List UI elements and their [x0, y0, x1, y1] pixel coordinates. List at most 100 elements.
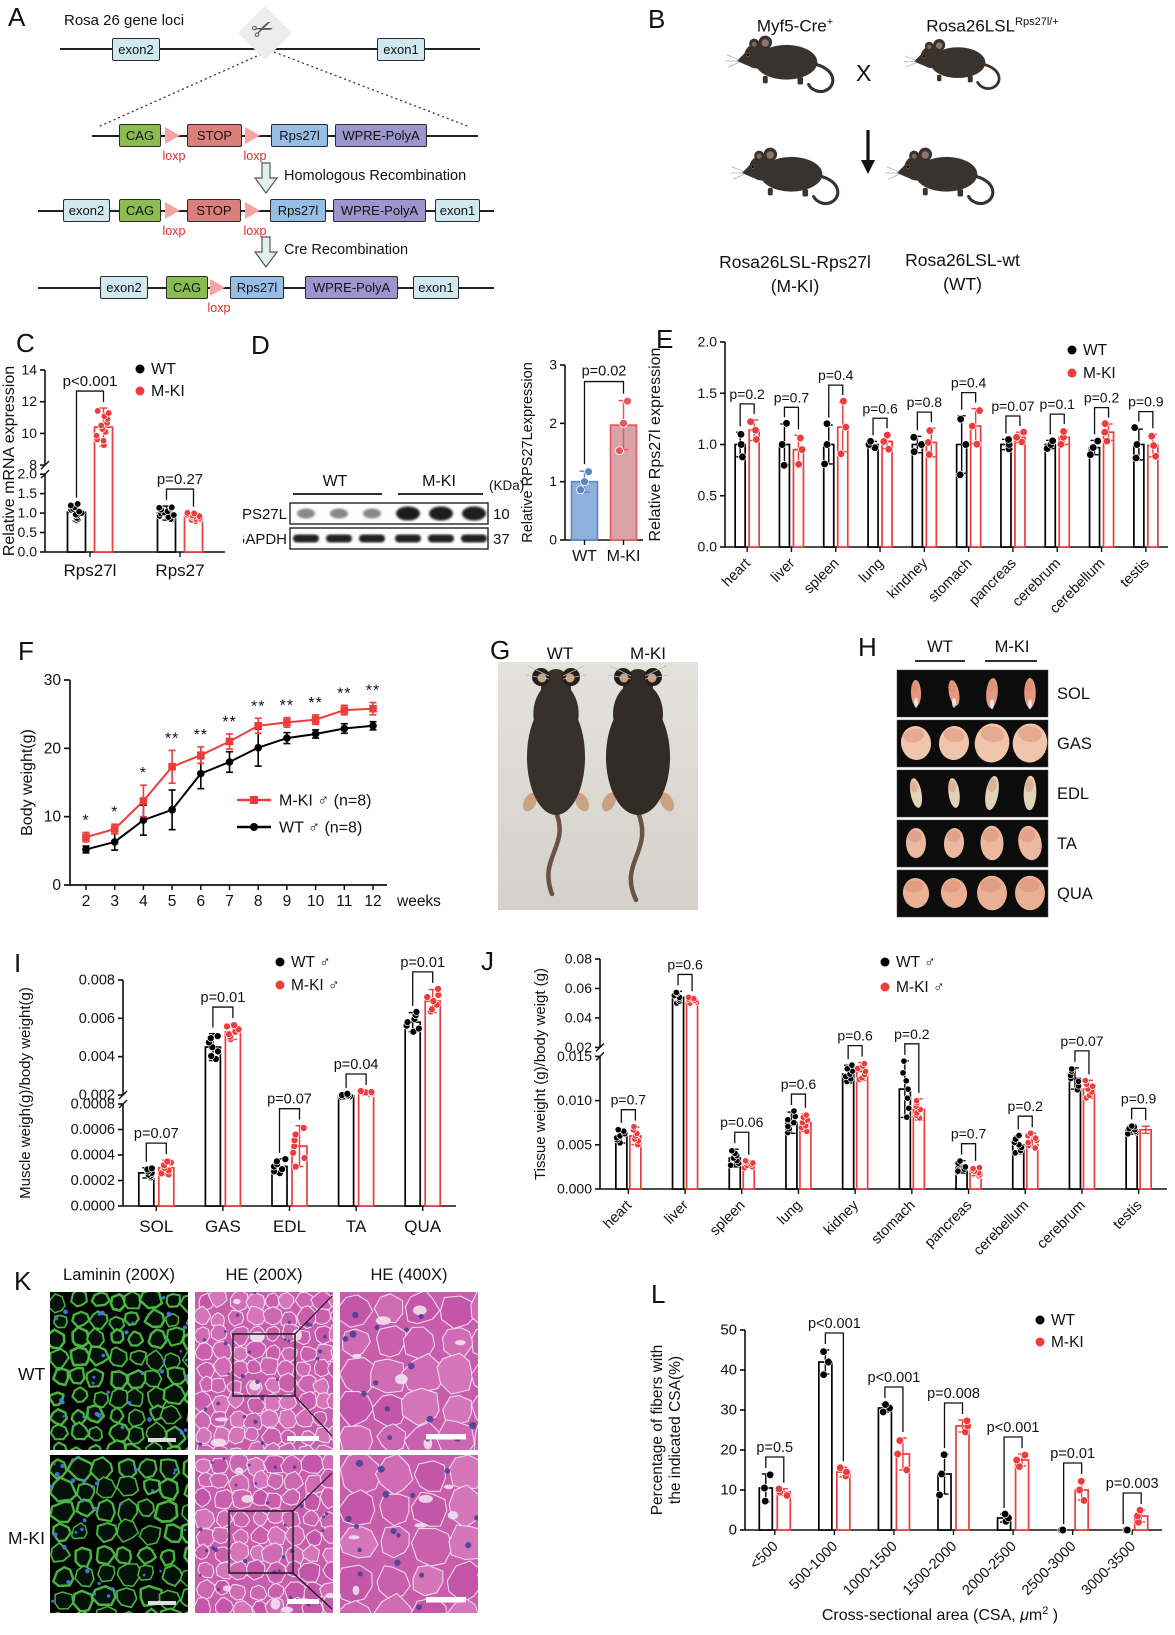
svg-text:WT ♂: WT ♂ — [896, 954, 936, 971]
svg-text:M-KI: M-KI — [1083, 365, 1116, 382]
parent1-genotype: Myf5-Cre+ — [725, 16, 865, 37]
panel-label-g: G — [490, 635, 511, 665]
svg-text:QUA: QUA — [404, 1217, 442, 1236]
svg-text:GAS: GAS — [1057, 735, 1092, 753]
svg-text:cerebellum: cerebellum — [971, 1198, 1032, 1259]
svg-text:0.02: 0.02 — [565, 1039, 592, 1055]
svg-text:0.06: 0.06 — [565, 980, 592, 996]
he200-wt-image — [195, 1292, 333, 1450]
svg-text:cerebrum: cerebrum — [1034, 1198, 1089, 1253]
histo-row-mki: M-KI — [8, 1528, 45, 1548]
svg-text:0.005: 0.005 — [557, 1136, 592, 1152]
svg-text:p=0.6: p=0.6 — [862, 400, 898, 416]
svg-text:3: 3 — [549, 357, 557, 373]
svg-text:3: 3 — [110, 893, 119, 910]
svg-text:p=0.07: p=0.07 — [267, 1092, 312, 1108]
svg-text:p=0.27: p=0.27 — [157, 471, 203, 488]
loxp-label: loxp — [162, 149, 186, 163]
svg-text:p=0.02: p=0.02 — [582, 364, 627, 380]
svg-text:p=0.8: p=0.8 — [907, 394, 943, 410]
svg-text:M-KI: M-KI — [607, 548, 641, 565]
exon1-box: exon1 — [377, 38, 425, 61]
svg-text:p=0.01: p=0.01 — [1050, 1446, 1095, 1462]
svg-text:Tissue weight (g)/body weigt (: Tissue weight (g)/body weigt (g) — [532, 968, 549, 1180]
panel-label-f: F — [18, 636, 34, 666]
svg-text:SOL: SOL — [139, 1217, 173, 1236]
svg-text:<500: <500 — [747, 1539, 781, 1573]
svg-text:2.0: 2.0 — [18, 466, 38, 482]
svg-text:**: ** — [251, 698, 265, 715]
panel-a-gene-construct: Rosa 26 gene loci ✂ exon2 exon1 CAG STOP… — [0, 0, 590, 318]
panel-label-e: E — [656, 324, 674, 354]
svg-text:0.010: 0.010 — [557, 1092, 592, 1108]
svg-text:11: 11 — [336, 893, 352, 910]
svg-text:1: 1 — [549, 473, 557, 489]
svg-text:weeks: weeks — [396, 893, 441, 910]
svg-text:3000-3500: 3000-3500 — [1079, 1539, 1139, 1599]
svg-text:0.5: 0.5 — [18, 524, 38, 540]
svg-text:2000-2500: 2000-2500 — [960, 1539, 1020, 1599]
svg-text:0.0004: 0.0004 — [71, 1148, 115, 1164]
svg-text:p=0.6: p=0.6 — [667, 956, 703, 972]
loxp-label: loxp — [162, 224, 186, 238]
svg-text:0.5: 0.5 — [698, 487, 718, 503]
svg-text:M-KI: M-KI — [1051, 1334, 1084, 1351]
cross-symbol: X — [856, 60, 872, 86]
cag-box: CAG — [166, 276, 208, 299]
cag-box: CAG — [119, 199, 161, 222]
svg-text:8: 8 — [29, 457, 37, 473]
parent2-genotype: Rosa26LSLRps27l/+ — [900, 16, 1085, 37]
svg-text:testis: testis — [1110, 1198, 1145, 1233]
svg-text:WT: WT — [572, 548, 597, 565]
panel-label-i: I — [14, 948, 22, 978]
svg-text:1.0: 1.0 — [698, 436, 718, 452]
svg-text:14: 14 — [21, 362, 37, 378]
svg-text:1.5: 1.5 — [698, 385, 718, 401]
svg-text:spleen: spleen — [801, 556, 843, 598]
loxp-label: loxp — [207, 301, 231, 315]
chart-fiber-csa: 0 10 20 30 40 50 <500 500-1000 1000-1500 1500-200… — [649, 1312, 1162, 1624]
svg-text:500-1000: 500-1000 — [787, 1539, 842, 1594]
panel-label-a: A — [8, 2, 26, 32]
svg-text:TA: TA — [1057, 835, 1077, 853]
svg-text:*: * — [111, 804, 118, 821]
svg-text:spleen: spleen — [707, 1198, 749, 1240]
svg-text:WT ♂: WT ♂ — [291, 954, 331, 971]
exon1-box: exon1 — [413, 276, 459, 299]
svg-text:p=0.5: p=0.5 — [756, 1440, 793, 1456]
svg-text:*: * — [82, 812, 89, 829]
svg-text:(KDa): (KDa) — [489, 478, 524, 493]
stop-box: STOP — [187, 199, 241, 222]
cag-box: CAG — [119, 124, 161, 147]
svg-text:M-KI: M-KI — [422, 473, 456, 490]
svg-text:0.015: 0.015 — [557, 1048, 592, 1064]
offspring2-name: Rosa26LSL-wt — [905, 250, 1020, 270]
svg-text:0.08: 0.08 — [565, 951, 592, 967]
svg-text:liver: liver — [662, 1197, 692, 1227]
svg-text:0: 0 — [549, 532, 557, 548]
svg-text:0.006: 0.006 — [79, 1011, 115, 1027]
chart-rps27l-protein: 0 1 2 3 WT M-KI p=0.02 Relative RPS27Lexpressio… — [520, 357, 643, 565]
svg-text:p=0.04: p=0.04 — [334, 1057, 379, 1073]
svg-text:Cross-sectional area (CSA, μm2: Cross-sectional area (CSA, μm2 ) — [822, 1605, 1058, 1624]
svg-text:p=0.2: p=0.2 — [1008, 1098, 1044, 1114]
svg-text:the indicated CSA(%): the indicated CSA(%) — [667, 1356, 684, 1504]
svg-text:50: 50 — [720, 1322, 737, 1339]
svg-text:p=0.01: p=0.01 — [201, 990, 246, 1006]
panel-label-h: H — [858, 632, 877, 662]
svg-text:Relative RPS27Lexpression: Relative RPS27Lexpression — [520, 362, 536, 543]
svg-text:kindney: kindney — [885, 555, 932, 602]
svg-text:20: 20 — [44, 740, 62, 757]
he200-mki-image — [195, 1455, 333, 1613]
svg-text:10: 10 — [720, 1482, 737, 1499]
exon2-box: exon2 — [63, 199, 110, 222]
svg-text:Muscle weigh(g)/body weight(g): Muscle weigh(g)/body weight(g) — [17, 987, 34, 1199]
rps27l-box: Rps27l — [271, 124, 328, 147]
svg-text:p<0.001: p<0.001 — [63, 373, 118, 390]
svg-text:37: 37 — [493, 531, 510, 548]
svg-text:p=0.9: p=0.9 — [1128, 394, 1164, 410]
svg-text:2500-3000: 2500-3000 — [1019, 1539, 1079, 1599]
histo-col-laminin: Laminin (200X) — [63, 1266, 175, 1284]
